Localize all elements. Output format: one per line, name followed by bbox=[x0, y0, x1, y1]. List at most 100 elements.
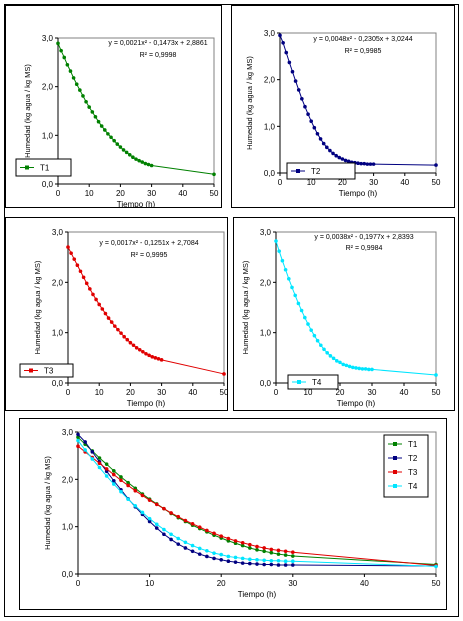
data-point-t2 bbox=[255, 562, 259, 566]
data-point-t2 bbox=[303, 104, 307, 109]
r-squared: R² = 0,9995 bbox=[131, 252, 168, 259]
panel-t4: 0,0 1,0 2,0 3,0 0 10 20 30 40 50 Tiempo (h) Humedad… bbox=[233, 217, 455, 411]
legend-box bbox=[287, 374, 339, 390]
y-tick-label: 3,0 bbox=[42, 34, 54, 43]
data-point-t4 bbox=[344, 363, 349, 368]
data-point-t3 bbox=[162, 506, 166, 511]
data-point-t1 bbox=[71, 76, 76, 80]
data-point-t3 bbox=[141, 349, 145, 354]
data-point-t3 bbox=[240, 540, 245, 545]
data-point-t3 bbox=[150, 355, 155, 359]
data-point-t2 bbox=[331, 151, 335, 156]
data-point-t3 bbox=[76, 444, 80, 448]
data-point-t1 bbox=[269, 550, 274, 555]
data-point-t2 bbox=[83, 440, 87, 444]
y-tick-label: 1,0 bbox=[62, 523, 74, 532]
data-point-t4 bbox=[183, 540, 188, 545]
data-point-t1 bbox=[140, 160, 145, 164]
data-point-t4 bbox=[360, 367, 365, 371]
data-point-t1 bbox=[56, 41, 60, 46]
y-axis-label: Humedad (kg agua / kg MS) bbox=[241, 260, 250, 354]
data-point-t4 bbox=[269, 558, 274, 563]
data-point-t1 bbox=[112, 469, 116, 473]
data-point-t4 bbox=[299, 308, 304, 313]
data-point-t3 bbox=[190, 522, 195, 526]
data-point-t4 bbox=[335, 359, 339, 363]
x-tick-label: 20 bbox=[126, 388, 135, 397]
data-point-t1 bbox=[99, 124, 104, 128]
plot-area bbox=[57, 37, 215, 185]
data-point-t4 bbox=[83, 448, 87, 452]
x-tick-label: 0 bbox=[56, 189, 61, 198]
x-axis-label: Tiempo (h) bbox=[339, 189, 378, 198]
data-point-t1 bbox=[104, 462, 109, 466]
y-tick-label: 0,0 bbox=[264, 169, 276, 178]
data-point-t3 bbox=[81, 275, 86, 280]
chart-t2: 0,0 1,0 2,0 3,0 0 10 20 30 40 50 Tiempo (h) Humedad… bbox=[245, 29, 441, 198]
chart-t4: 0,0 1,0 2,0 3,0 0 10 20 30 40 50 Tiempo (h) Humedad… bbox=[241, 228, 441, 408]
x-tick-label: 40 bbox=[188, 388, 197, 397]
data-point-t3 bbox=[113, 324, 117, 328]
data-point-t1 bbox=[131, 155, 135, 160]
x-axis-label: Tiempo (h) bbox=[337, 399, 376, 408]
data-point-t4 bbox=[126, 497, 130, 502]
data-point-t4 bbox=[274, 239, 278, 243]
data-point-t2 bbox=[312, 125, 317, 130]
data-point-t3 bbox=[137, 347, 142, 352]
data-point-t3 bbox=[219, 534, 223, 538]
legend-marker bbox=[29, 368, 33, 373]
data-point-t3 bbox=[212, 531, 216, 536]
panel-t2: 0,0 1,0 2,0 3,0 0 10 20 30 40 50 Tiempo (h) Humedad… bbox=[231, 5, 455, 208]
data-point-t4 bbox=[255, 558, 259, 562]
data-point-t1 bbox=[149, 163, 154, 168]
plot-area bbox=[275, 231, 437, 384]
data-point-t4 bbox=[154, 522, 159, 527]
data-point-t4 bbox=[283, 559, 288, 564]
x-tick-label: 20 bbox=[338, 178, 347, 187]
data-point-t3 bbox=[269, 547, 274, 552]
legend-label: T4 bbox=[312, 378, 322, 387]
data-point-t4 bbox=[363, 367, 368, 371]
legend-label: T3 bbox=[408, 468, 418, 477]
data-point-t2 bbox=[359, 161, 363, 166]
legend-marker bbox=[25, 165, 29, 170]
data-point-t1 bbox=[109, 135, 113, 140]
data-point-t2 bbox=[346, 159, 351, 164]
data-point-t2 bbox=[219, 558, 223, 562]
data-point-t1 bbox=[124, 150, 129, 155]
data-point-t3 bbox=[133, 488, 138, 493]
data-point-t2 bbox=[318, 137, 323, 141]
trendline-equation: y = 0,0017x² - 0,1251x + 2,7084 bbox=[99, 240, 198, 247]
data-point-t1 bbox=[276, 552, 281, 556]
x-tick-label: 50 bbox=[432, 178, 441, 187]
y-tick-label: 1,0 bbox=[52, 329, 64, 338]
data-point-t4 bbox=[315, 338, 320, 343]
data-point-t3 bbox=[97, 302, 101, 307]
data-point-t3 bbox=[69, 251, 73, 255]
data-point-t3 bbox=[94, 297, 98, 302]
data-point-t2 bbox=[284, 50, 289, 55]
data-point-t3 bbox=[262, 546, 266, 550]
legend-marker bbox=[393, 442, 397, 446]
data-point-t4 bbox=[76, 438, 80, 443]
data-point-t4 bbox=[119, 489, 123, 494]
data-point-t3 bbox=[84, 281, 89, 286]
data-point-t2 bbox=[343, 158, 348, 163]
data-point-t1 bbox=[87, 105, 91, 109]
x-axis-label: Tiempo (h) bbox=[127, 399, 166, 408]
data-point-t4 bbox=[277, 249, 281, 253]
data-point-t1 bbox=[76, 435, 80, 440]
data-point-t4 bbox=[133, 504, 138, 508]
data-point-t4 bbox=[296, 301, 301, 306]
data-point-t2 bbox=[365, 162, 370, 166]
data-point-t3 bbox=[197, 525, 202, 529]
data-point-t3 bbox=[226, 536, 231, 541]
data-point-t4 bbox=[354, 366, 358, 370]
data-point-t3 bbox=[125, 337, 130, 342]
data-point-t2 bbox=[368, 162, 373, 166]
data-point-t4 bbox=[331, 356, 336, 361]
data-point-t2 bbox=[169, 537, 173, 542]
x-tick-label: 10 bbox=[145, 579, 154, 588]
data-point-t2 bbox=[287, 60, 292, 65]
data-point-t1 bbox=[240, 543, 245, 548]
